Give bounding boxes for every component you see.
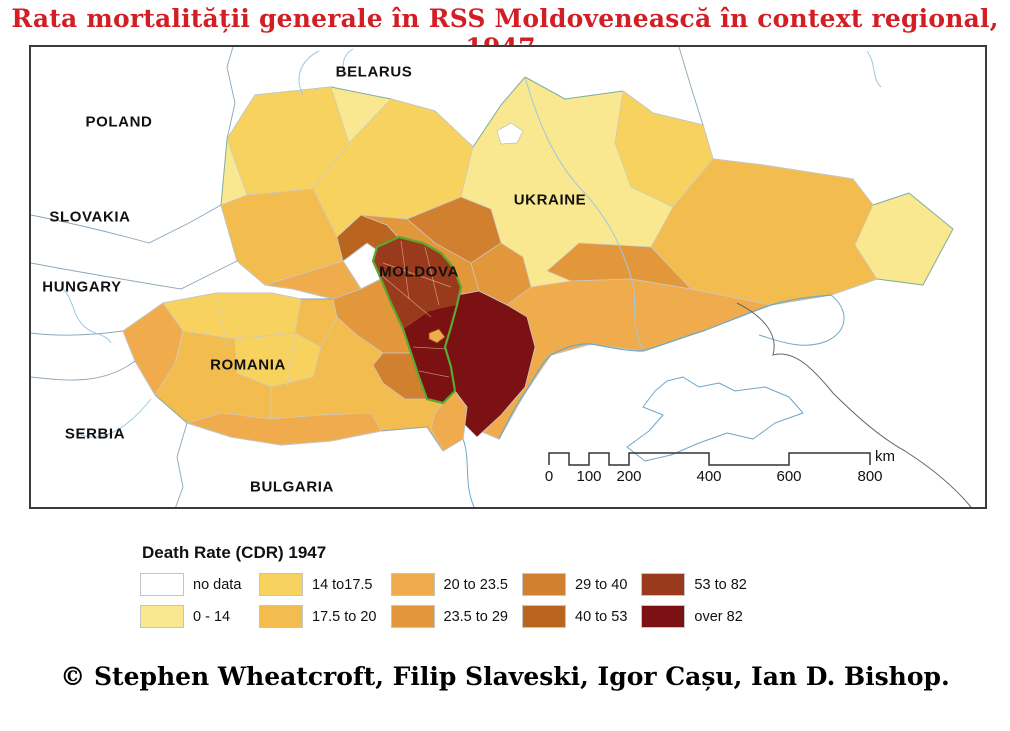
country-label-ukraine: UKRAINE [513,191,587,209]
border-poland-belarus [226,47,236,140]
border-hungary-south [31,330,124,336]
country-label-bulgaria: BULGARIA [250,478,334,496]
legend-item-over-82: over 82 [641,605,746,628]
legend-swatch-23-5-29 [390,605,435,628]
country-label-belarus: BELARUS [335,63,413,81]
legend-item-53-82: 53 to 82 [641,573,747,596]
legend-label-nodata: no data [193,576,242,593]
scalebar-tick-200: 200 [616,468,642,485]
river-dnieper [524,76,644,350]
river-serbia-danube [76,398,152,438]
region-crimea [626,376,804,462]
border-poland-slovakia [31,204,222,244]
legend-swatch-29-40 [522,573,566,596]
legend-label-over-82: over 82 [694,608,743,625]
river-tisza [60,286,112,344]
border-slovakia-hungary [31,260,238,290]
legend-label-20-23-5: 20 to 23.5 [443,576,509,593]
country-label-serbia: SERBIA [64,425,126,443]
coast-azov [758,294,845,346]
legend-grid: no data 0 - 14 14 to17.5 17.5 to 20 20 t… [140,573,747,628]
legend-swatch-40-53 [522,605,566,628]
country-label-moldova: MOLDOVA [379,263,459,281]
country-label-slovakia: SLOVAKIA [49,208,131,226]
credit-line: © Stephen Wheatcroft, Filip Slaveski, Ig… [60,662,950,691]
coast-bulgaria [462,438,475,507]
coastlines [462,294,845,507]
legend-label-23-5-29: 23.5 to 29 [443,608,509,625]
rivers [60,48,882,438]
regional-map [31,47,972,507]
legend-item-20-23-5: 20 to 23.5 [390,573,509,596]
scalebar-profile [548,452,871,466]
region-transylvania-north [162,292,302,340]
legend-item-nodata: no data [140,573,245,596]
border-serbia-bulgaria [175,422,188,507]
legend-item-17-5-20: 17.5 to 20 [259,605,377,628]
legend-item-29-40: 29 to 40 [522,573,627,596]
river-poland-1 [298,50,320,96]
scalebar-unit: km [875,448,895,465]
border-serbia-hungary [31,360,136,381]
moldova-raion-lines [380,240,452,378]
scalebar-tick-400: 400 [696,468,722,485]
legend-swatch-20-23-5 [390,573,435,596]
legend-label-0-14: 0 - 14 [193,608,231,625]
coast-black-sea [498,294,832,440]
region-moldova-north [373,237,461,329]
map-frame: POLAND BELARUS SLOVAKIA HUNGARY UKRAINE … [29,45,987,509]
region-kyiv-nodata-spot [496,122,524,145]
legend-swatch-0-14 [140,605,184,628]
legend-item-14-17-5: 14 to17.5 [259,573,377,596]
romania-county-lines [174,292,338,419]
legend-swatch-nodata [140,573,184,596]
legend-label-17-5-20: 17.5 to 20 [312,608,377,625]
legend-label-14-17-5: 14 to17.5 [312,576,373,593]
legend-swatch-17-5-20 [259,605,303,628]
legend-swatch-53-82 [641,573,686,596]
border-belarus-russia [678,47,704,126]
legend-label-40-53: 40 to 53 [575,608,628,625]
river-top-right [866,50,882,88]
legend-title: Death Rate (CDR) 1947 [142,543,327,562]
coast-caucasus [736,302,972,507]
legend-item-40-53: 40 to 53 [522,605,627,628]
scalebar-tick-100: 100 [576,468,602,485]
moldova-border-outline [371,235,463,405]
legend-item-23-5-29: 23.5 to 29 [390,605,509,628]
region-romania-south [186,412,382,446]
country-label-poland: POLAND [85,113,153,131]
romania-regions [122,278,468,452]
legend-label-29-40: 29 to 40 [575,576,628,593]
river-poland-2 [342,48,354,78]
moldova-regions [371,235,463,405]
legend-swatch-14-17-5 [259,573,303,596]
region-chisinau-spot [428,328,446,344]
legend: Death Rate (CDR) 1947 no data 0 - 14 14 … [140,543,747,628]
country-label-hungary: HUNGARY [42,278,122,296]
scalebar-tick-600: 600 [776,468,802,485]
country-label-romania: ROMANIA [210,356,286,374]
region-dobrogea [430,390,468,452]
legend-label-53-82: 53 to 82 [694,576,747,593]
scalebar-tick-800: 800 [857,468,883,485]
legend-swatch-over-82 [641,605,686,628]
legend-item-0-14: 0 - 14 [140,605,245,628]
national-borders [31,47,704,507]
region-moldova-south [403,305,457,403]
scalebar-tick-0: 0 [544,468,554,485]
